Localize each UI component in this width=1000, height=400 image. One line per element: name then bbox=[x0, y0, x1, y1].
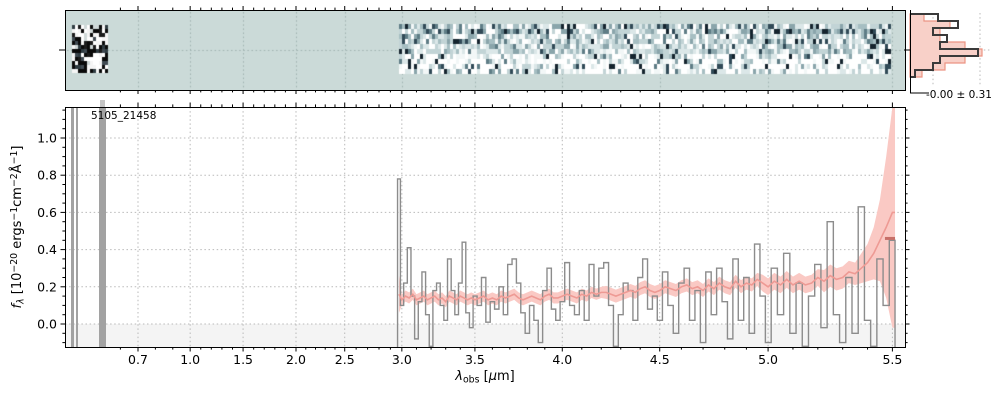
spec2d-axes-frame bbox=[59, 6, 906, 94]
spectrum-2d-image bbox=[65, 10, 905, 90]
x-tick-label: 2.5 bbox=[335, 352, 355, 367]
masked-region-bar bbox=[76, 107, 78, 347]
hist-black-series bbox=[910, 13, 979, 78]
y-tick-label: 0.2 bbox=[37, 279, 57, 294]
source-id-label: 5105_21458 bbox=[91, 110, 157, 122]
x-tick-label: 3.0 bbox=[392, 352, 412, 367]
observed-spectrum-line bbox=[396, 178, 896, 348]
x-tick-label: 0.7 bbox=[128, 352, 148, 367]
x-tick-label: 1.5 bbox=[233, 352, 253, 367]
y-tick-label: 1.0 bbox=[37, 131, 57, 146]
x-axis-label: λobs [μm] bbox=[455, 369, 515, 386]
x-tick-label: 5.0 bbox=[758, 352, 778, 367]
y-tick-label: 0.0 bbox=[37, 317, 57, 332]
x-tick-label: 5.5 bbox=[882, 352, 902, 367]
tick-labels: 0.7 1.0 1.5 2.0 2.5 3.0 3.5 4.0 4.5 5.0 5.5 0.0 0.2 0… bbox=[37, 131, 902, 368]
histogram-stat-label: -0.00 ± 0.31 bbox=[925, 89, 992, 101]
x-tick-label: 1.0 bbox=[180, 352, 200, 367]
masked-region-bar bbox=[99, 107, 106, 347]
x-tick-label: 4.5 bbox=[650, 352, 670, 367]
hist-axes bbox=[904, 10, 990, 94]
hist-salmon-series bbox=[909, 13, 983, 78]
x-tick-label: 3.5 bbox=[465, 352, 485, 367]
masked-region-bar bbox=[71, 107, 74, 347]
main-axes-frame bbox=[60, 102, 910, 352]
model-spectrum-line bbox=[398, 211, 896, 303]
main-axes-data bbox=[396, 107, 896, 348]
x-tick-label: 4.0 bbox=[552, 352, 572, 367]
y-tick-label: 0.6 bbox=[37, 205, 57, 220]
y-tick-label: 0.8 bbox=[37, 168, 57, 183]
x-tick-label: 2.0 bbox=[286, 352, 306, 367]
main-axes-background bbox=[65, 100, 905, 347]
y-axis-label: fλ [10−20 ergs−1cm−2Å−1] bbox=[9, 145, 27, 309]
y-tick-label: 0.4 bbox=[37, 242, 57, 257]
